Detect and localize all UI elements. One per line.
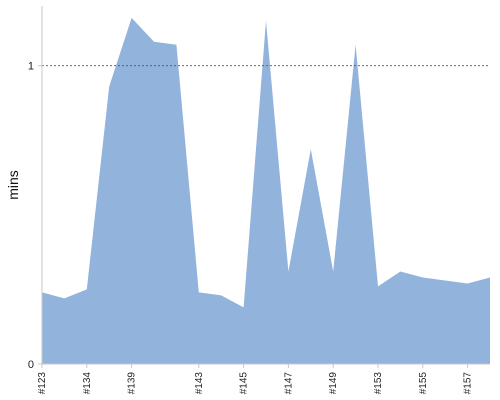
y-tick-label: 0: [28, 359, 34, 371]
y-tick-label: 1: [28, 61, 34, 73]
x-axis-ticks: #123 #134 #139 #143 #145 #147 #149 #153 #155 #157: [37, 364, 474, 394]
x-tick-label: #153: [373, 372, 384, 395]
x-tick-label: #155: [418, 372, 429, 395]
area-series-0: [42, 17, 490, 365]
y-axis-ticks: 01: [28, 61, 42, 371]
y-axis-title: mins: [5, 170, 21, 200]
x-tick-label: #134: [82, 372, 93, 395]
x-tick-label: #123: [37, 372, 48, 395]
x-tick-label: #149: [328, 372, 339, 395]
x-tick-label: #145: [239, 372, 250, 395]
x-tick-label: #147: [283, 372, 294, 395]
x-tick-label: #139: [127, 372, 138, 395]
area-series-layer: [42, 17, 490, 365]
x-tick-label: #143: [194, 372, 205, 395]
x-tick-label: #157: [463, 372, 474, 395]
